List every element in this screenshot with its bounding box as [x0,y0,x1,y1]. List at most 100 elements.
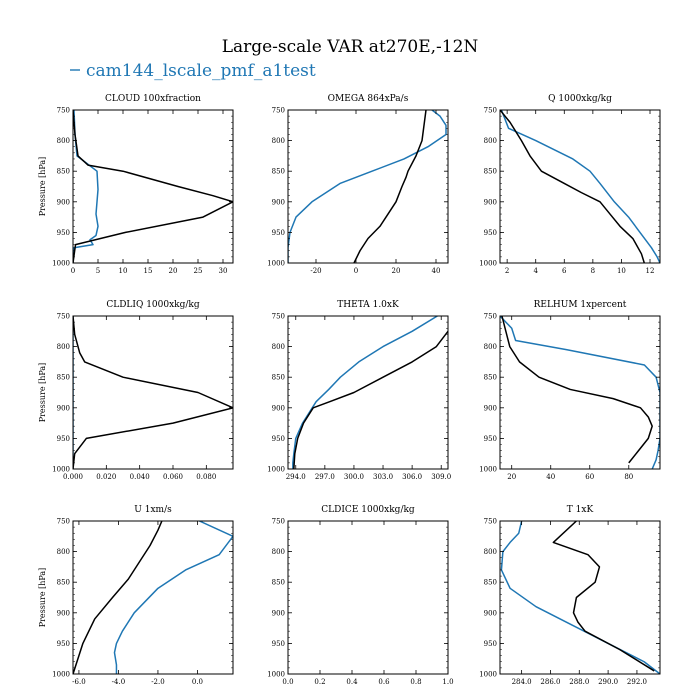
x-tick-label: 20 [507,473,516,481]
x-tick-label: 0.020 [96,473,116,481]
y-tick-label: 850 [272,579,285,587]
y-tick-label: 900 [272,609,285,617]
y-tick-label: 900 [272,404,285,412]
y-tick-label: 800 [484,548,497,556]
y-tick-label: 1000 [267,260,285,268]
y-tick-label: 900 [272,198,285,206]
x-tick-label: 0.0 [282,678,293,686]
y-tick-label: 950 [272,640,285,648]
y-tick-label: 1000 [52,466,70,474]
y-tick-label: 950 [484,640,497,648]
panel-title: OMEGA 864xPa/s [328,94,409,104]
x-tick-label: 0.080 [196,473,216,481]
x-tick-label: 10 [119,267,128,275]
panel-title: CLOUD 100xfraction [105,94,201,104]
y-tick-label: 1000 [52,260,70,268]
series-line-test [113,521,233,674]
y-tick-label: 800 [272,137,285,145]
y-tick-label: 750 [272,518,285,526]
x-tick-label: 0.0 [192,678,203,686]
panel-title: T 1xK [567,505,594,515]
y-axis-label: Pressure [hPa] [38,157,47,217]
x-tick-label: 20 [392,267,401,275]
y-tick-label: 950 [272,229,285,237]
y-tick-label: 850 [272,374,285,382]
y-tick-label: 950 [57,229,70,237]
y-tick-label: 850 [57,374,70,382]
series-line-test [73,110,99,263]
y-tick-label: 850 [484,579,497,587]
x-tick-label: 286.0 [540,678,560,686]
y-tick-label: 750 [484,518,497,526]
x-tick-label: 30 [219,267,228,275]
y-tick-label: 950 [57,435,70,443]
y-tick-label: 800 [272,548,285,556]
x-tick-label: 0.040 [130,473,150,481]
x-tick-label: 0 [354,267,358,275]
panel-8: T 1xK 750 800 850 900 950 1000 284.0 286.0 288.0 2… [479,505,661,686]
x-tick-label: 25 [194,267,203,275]
y-tick-label: 750 [272,313,285,321]
y-tick-label: 800 [57,343,70,351]
x-tick-label: 0.060 [163,473,183,481]
y-tick-label: 900 [484,404,497,412]
series-line-control [73,110,233,263]
series-line-control [353,110,427,263]
x-tick-label: 10 [617,267,626,275]
x-tick-label: 306.0 [402,473,422,481]
series-line-test [500,521,660,674]
x-tick-label: 309.0 [431,473,451,481]
x-tick-label: 2 [505,267,509,275]
panel-1: OMEGA 864xPa/s 750 800 850 900 950 1000 -20 0 20 4… [267,94,449,275]
series-line-control [552,521,655,672]
x-tick-label: 303.0 [373,473,393,481]
x-tick-label: -20 [310,267,321,275]
series-line-control [500,110,646,263]
plot-frame [287,109,449,264]
y-tick-label: 750 [272,107,285,115]
y-tick-label: 850 [57,168,70,176]
y-tick-label: 850 [484,374,497,382]
x-tick-label: 288.0 [569,678,589,686]
legend-label: cam144_lscale_pmf_a1test [86,61,316,81]
x-tick-label: 20 [169,267,178,275]
series-line-test [292,316,438,469]
panel-title: RELHUM 1xpercent [534,300,627,310]
series-line-control [293,330,448,469]
y-tick-label: 900 [57,198,70,206]
panel-6: U 1xm/s Pressure [hPa] 750 800 850 900 950 1000… [38,505,234,686]
y-tick-label: 900 [484,609,497,617]
y-axis-label: Pressure [hPa] [38,568,47,628]
y-tick-label: 850 [57,579,70,587]
panel-title: CLDICE 1000xkg/kg [321,505,415,515]
plot-frame [499,109,661,264]
y-tick-label: 800 [57,548,70,556]
y-tick-label: 750 [57,313,70,321]
x-tick-label: 284.0 [512,678,532,686]
x-tick-label: 60 [585,473,594,481]
panel-title: Q 1000xkg/kg [548,94,612,104]
y-tick-label: 1000 [267,671,285,679]
x-tick-label: 0.8 [410,678,421,686]
x-tick-label: -4.0 [112,678,126,686]
x-tick-label: 1.0 [442,678,453,686]
x-tick-label: 40 [546,473,555,481]
panel-2: Q 1000xkg/kg 750 800 850 900 950 1000 2 4 6 8 10 12 [479,94,661,275]
x-tick-label: 297.0 [315,473,335,481]
panel-title: THETA 1.0xK [337,300,399,310]
y-tick-label: 750 [484,107,497,115]
series-line-test [500,110,660,263]
series-line-control [501,316,653,464]
y-tick-label: 950 [484,435,497,443]
x-tick-label: 4 [533,267,538,275]
x-tick-label: 8 [591,267,595,275]
x-tick-label: 80 [624,473,633,481]
y-tick-label: 850 [272,168,285,176]
panel-0: CLOUD 100xfraction Pressure [hPa] 750 800 85… [38,94,234,275]
x-tick-label: -2.0 [151,678,165,686]
x-tick-label: 0.000 [63,473,83,481]
